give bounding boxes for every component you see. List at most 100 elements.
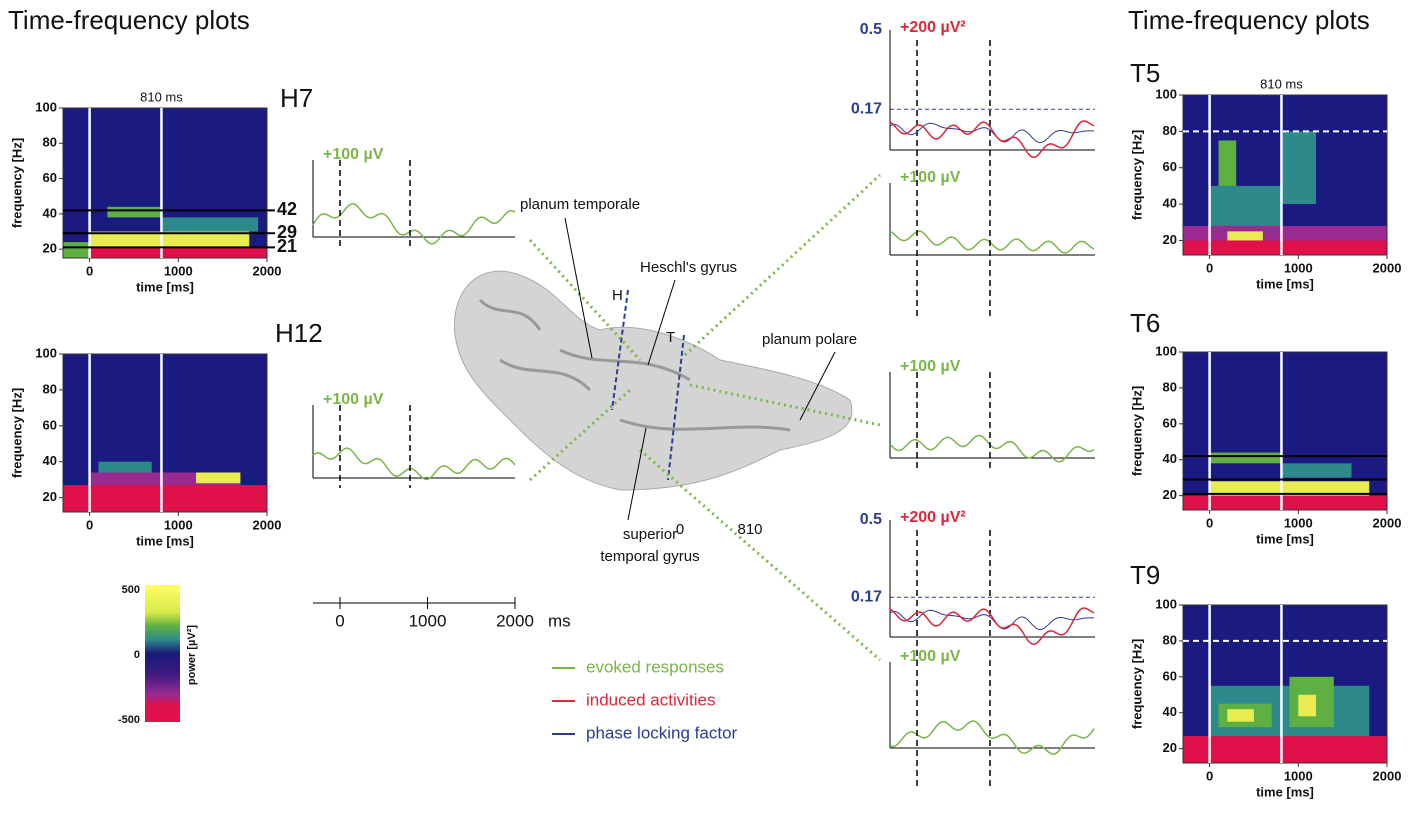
heatmap-cell [1183,225,1387,241]
legend-label: induced activities [586,690,715,709]
x-tick-label: 2000 [253,263,282,278]
heatmap-cell [1209,185,1281,226]
x-axis-label: time [ms] [136,279,194,294]
heatmap-cell [107,206,161,218]
x-tick-label: 1000 [1284,768,1313,783]
x-tick-label: 1000 [164,263,193,278]
y-tick-label: 60 [1163,159,1177,174]
plf-max-label: 0.5 [860,511,882,528]
y-axis-label: frequency [Hz] [1129,130,1144,220]
y-tick-label: 40 [1163,704,1177,719]
axis-unit: ms [548,611,571,630]
y-tick-label: 60 [43,170,57,185]
heatmap-cell [63,485,267,512]
brain-label: temporal gyrus [600,548,699,565]
freq-line-label: 29 [277,222,297,242]
heatmap-cell [1183,495,1387,510]
heatmap-cell [196,472,241,484]
heatmap-cell [63,242,90,258]
y-tick-label: 100 [35,99,57,114]
y-tick-label: 20 [1163,232,1177,247]
x-tick-label: 0 [1206,260,1213,275]
plf-trace [889,122,1095,144]
y-tick-label: 60 [43,417,57,432]
y-tick-label: 20 [1163,740,1177,755]
freq-line-label: 21 [277,236,297,256]
y-tick-label: 60 [1163,668,1177,683]
brain [453,173,882,662]
y-axis-label: frequency [Hz] [1129,639,1144,729]
scale-label: +100 µV [900,169,961,186]
scale-label: +100 µV [323,391,384,408]
y-tick-label: 20 [43,241,57,256]
x-axis-label: time [ms] [1256,276,1314,291]
scale-label: +100 µV [900,648,961,665]
x-tick-label: 1000 [1284,515,1313,530]
colorbar-tick-label: 500 [122,584,140,596]
heatmap-cell [1227,231,1263,241]
y-tick-label: 100 [1155,86,1177,101]
heatmap-cell [1227,709,1254,722]
heatmap-cell [1209,452,1281,464]
y-axis-label: frequency [Hz] [9,138,24,228]
brain-label: superior [623,526,677,543]
y-tick-label: 80 [1163,379,1177,394]
x-tick-label: 1000 [1284,260,1313,275]
scale-label: +200 µV² [900,19,966,36]
y-tick-label: 80 [1163,123,1177,138]
x-tick-label: 2000 [1373,768,1402,783]
x-tick-label: 0 [1206,515,1213,530]
x-tick-label: 2000 [496,611,534,630]
x-tick-label: 1000 [164,517,193,532]
x-tick-label: 0 [335,611,344,630]
panel-label: T9 [1130,560,1160,590]
plot-frame [62,107,268,259]
x-tick-label: 2000 [253,517,282,532]
heatmap-cell [1183,736,1387,763]
y-tick-label: 100 [1155,343,1177,358]
legend-label: phase locking factor [586,723,738,742]
brain-marker: T [666,329,675,346]
evoked-trace [889,230,1095,254]
x-axis-label: time [ms] [136,533,194,548]
plot-frame [1182,94,1388,256]
plf-ref-label: 0.17 [851,588,882,605]
time-label: 0 [676,521,684,538]
heatmap-cell [1218,140,1237,186]
colorbar-tick-label: 0 [134,649,140,661]
x-tick-label: 0 [86,263,93,278]
heatmap-cell [89,231,250,248]
plot-frame [1182,351,1388,511]
scale-label: +100 µV [900,358,961,375]
x-axis-label: time [ms] [1256,784,1314,799]
evoked-trace [312,202,516,245]
panel-label: H7 [280,83,313,113]
induced-trace [889,120,1095,159]
x-tick-label: 0 [86,517,93,532]
marker-label: 810 ms [1260,76,1303,91]
colorbar-tick-label: -500 [118,714,140,726]
x-tick-label: 1000 [409,611,447,630]
heading: Time-frequency plots [1128,5,1370,35]
heatmap-cell [63,247,267,258]
y-tick-label: 40 [1163,451,1177,466]
colorbar-label: power [µV²] [186,625,198,685]
panel-label: T5 [1130,58,1160,88]
y-axis-label: frequency [Hz] [9,388,24,478]
evoked-trace [889,434,1095,463]
heatmap-cell [1280,131,1317,205]
x-tick-label: 0 [1206,768,1213,783]
heatmap-cell [160,217,259,232]
y-tick-label: 60 [1163,415,1177,430]
brain-marker: H [612,287,623,304]
brain-label: planum temporale [520,196,640,213]
panel-label: T6 [1130,308,1160,338]
heatmap-cell [1280,463,1352,478]
y-tick-label: 100 [1155,596,1177,611]
plot-frame [1182,604,1388,764]
y-axis-label: frequency [Hz] [1129,386,1144,476]
x-axis-label: time [ms] [1256,531,1314,546]
panel-label: H12 [275,318,323,348]
plot-frame [62,353,268,513]
